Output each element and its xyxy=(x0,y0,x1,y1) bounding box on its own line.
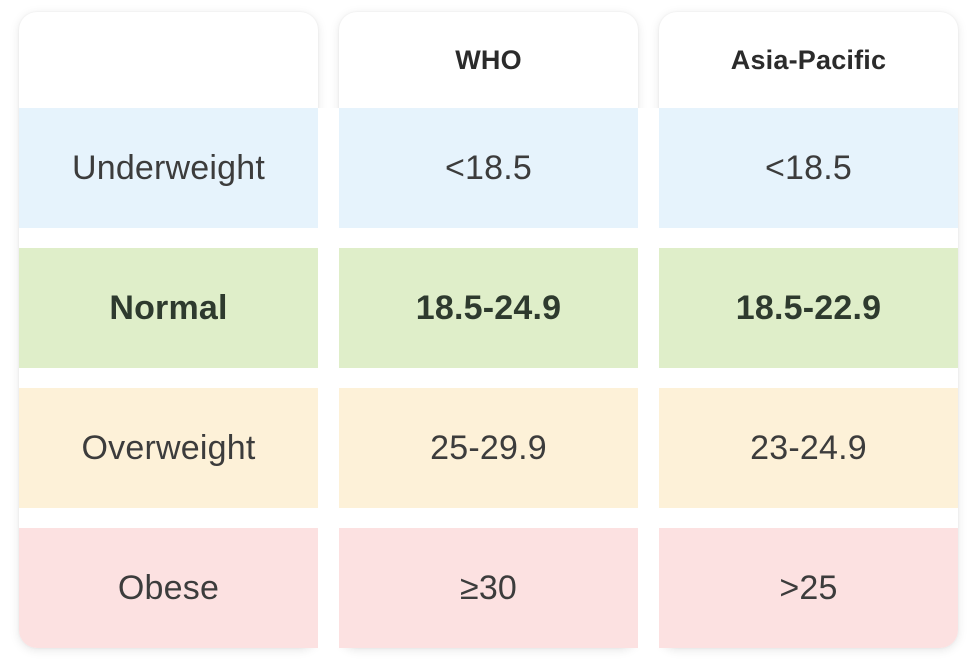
row-band-overweight xyxy=(19,388,958,508)
category-normal: Normal xyxy=(109,288,228,327)
column-separator xyxy=(638,108,659,648)
who-overweight-value: 25-29.9 xyxy=(430,428,547,467)
asia-pacific-obese-value: >25 xyxy=(779,568,838,607)
header-category xyxy=(19,12,318,108)
category-obese: Obese xyxy=(117,568,220,607)
row-band-underweight xyxy=(19,108,958,228)
row-band-normal xyxy=(19,248,958,368)
asia-pacific-normal-value: 18.5-22.9 xyxy=(735,288,882,327)
who-obese-value: ≥30 xyxy=(459,568,518,607)
asia-pacific-underweight-value: <18.5 xyxy=(764,148,853,187)
header-asia-pacific: Asia-Pacific xyxy=(730,44,887,75)
asia-pacific-overweight-value: 23-24.9 xyxy=(750,428,867,467)
category-underweight: Underweight xyxy=(71,148,266,187)
header-who: WHO xyxy=(455,44,522,75)
category-overweight: Overweight xyxy=(81,428,256,467)
who-underweight-value: <18.5 xyxy=(444,148,533,187)
who-normal-value: 18.5-24.9 xyxy=(415,288,562,327)
row-band-obese xyxy=(19,528,958,648)
column-separator xyxy=(318,108,339,648)
